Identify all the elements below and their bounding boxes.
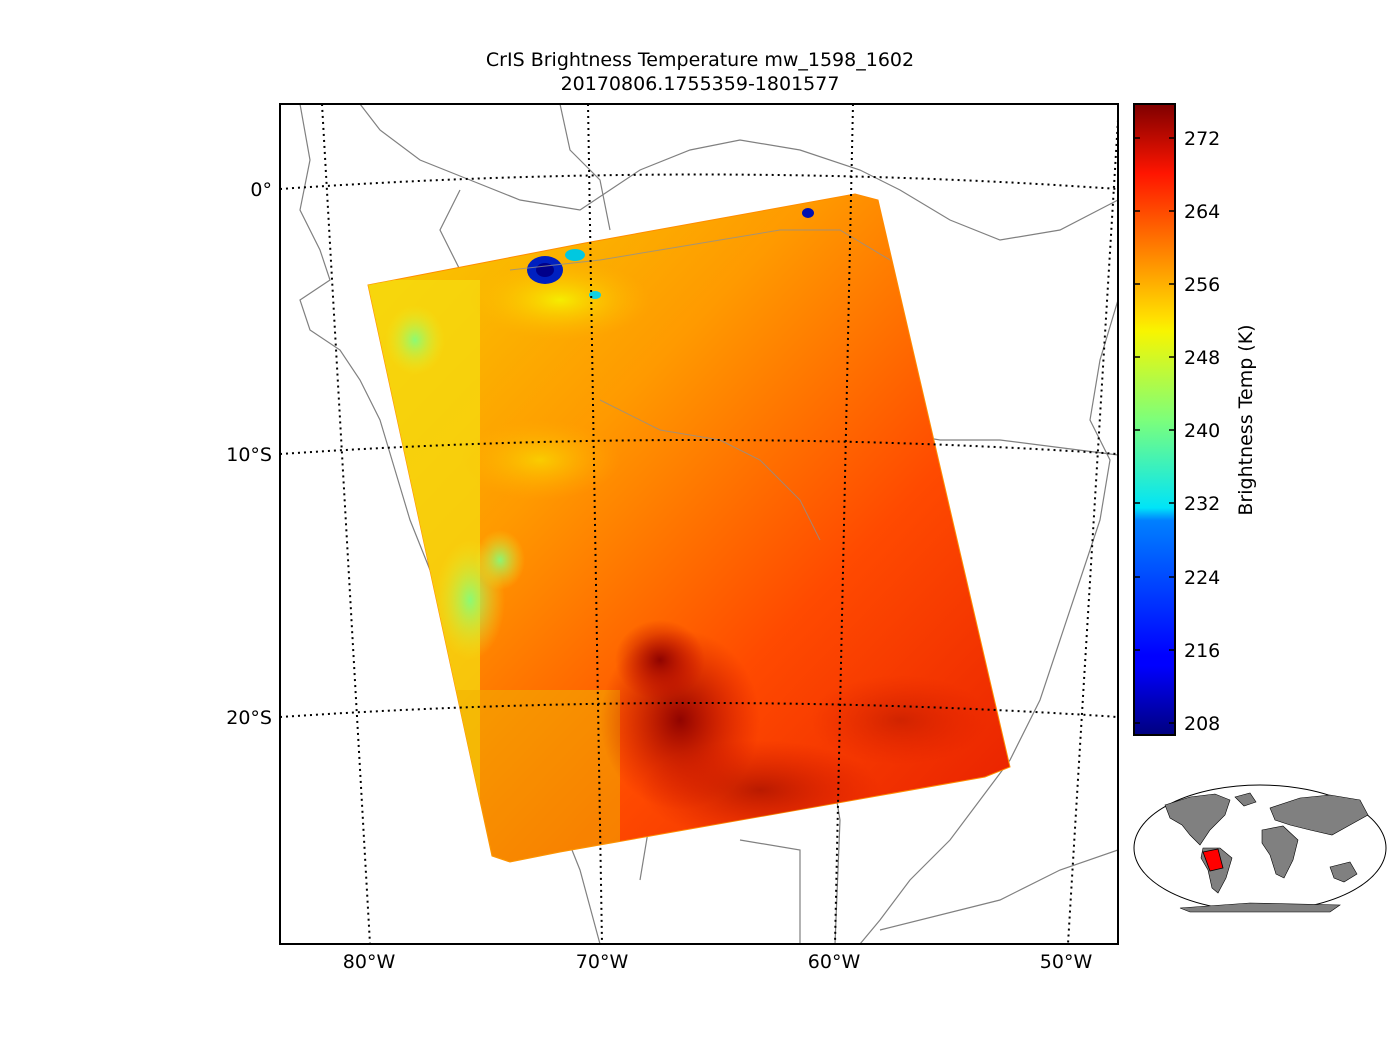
colorbar-tick-240: 240 [1184,420,1220,442]
colorbar-tick-248: 248 [1184,347,1220,369]
colorbar-gradient [1133,103,1176,736]
lat-label-0: 0° [250,179,272,201]
chart-title-line-1: CrIS Brightness Temperature mw_1598_1602 [485,49,915,71]
lat-label-10s: 10°S [226,444,272,466]
map-panel [280,104,1118,944]
inset-world-map [1133,784,1387,913]
colorbar-tick-232: 232 [1184,493,1220,515]
colorbar-tick-256: 256 [1184,274,1220,296]
inset-landmasses [1164,792,1369,913]
lon-label-70w: 70°W [576,951,629,973]
colorbar-tick-272: 272 [1184,128,1220,150]
lat-label-20s: 20°S [226,707,272,729]
colorbar-tick-264: 264 [1184,201,1220,223]
colorbar-tick-224: 224 [1184,567,1220,589]
colorbar-label: Brightness Temp (K) [1235,324,1257,515]
colorbar-tick-208: 208 [1184,713,1220,735]
chart-title-line-2: 20170806.1755359-1801577 [560,73,840,95]
brightness-swath [367,193,1011,863]
inset-swath-footprint [1202,848,1224,872]
colorbar-tick-216: 216 [1184,640,1220,662]
graticule [280,104,1118,944]
map-frame [279,103,1119,945]
lon-label-80w: 80°W [343,951,396,973]
colorbar: 272 264 256 248 240 232 224 216 208 Brig… [1133,103,1257,736]
lon-label-50w: 50°W [1040,951,1093,973]
lon-label-60w: 60°W [808,951,861,973]
